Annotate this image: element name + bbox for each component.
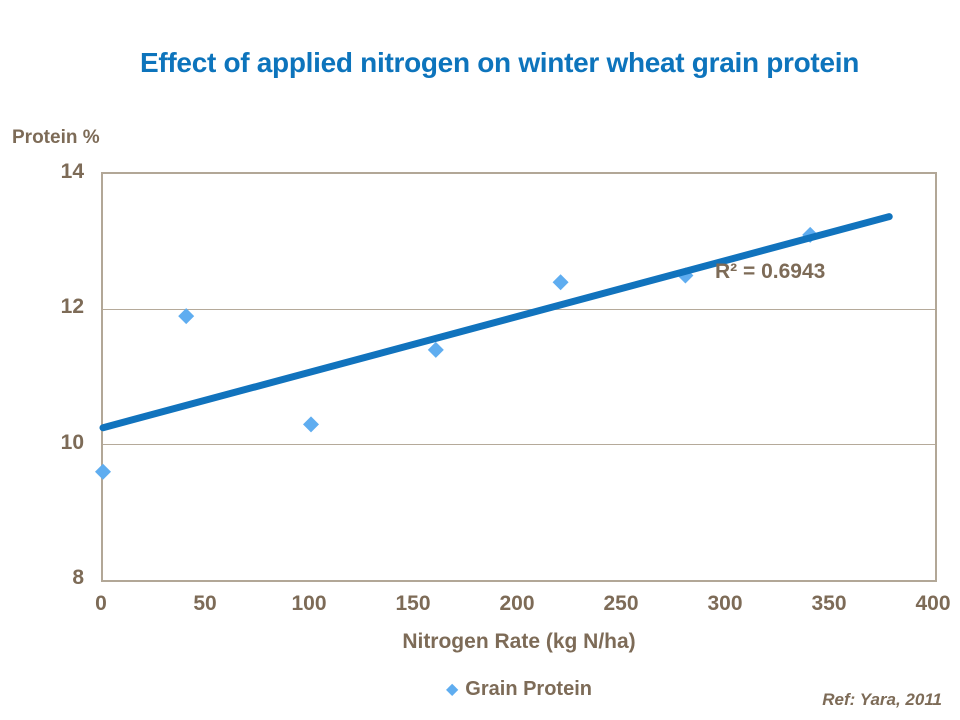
x-tick-label-200: 200 <box>499 592 535 615</box>
trendline <box>99 213 893 432</box>
data-point-diamond <box>552 274 569 291</box>
chart-title: Effect of applied nitrogen on winter whe… <box>140 47 860 78</box>
x-tick-label-150: 150 <box>395 592 431 615</box>
y-tick-label-14: 14 <box>60 160 84 183</box>
x-tick-label-50: 50 <box>193 592 217 615</box>
data-point-diamond <box>95 463 111 480</box>
data-point-diamond <box>303 416 319 433</box>
reference-note: Ref: Yara, 2011 <box>822 690 942 709</box>
x-tick-label-400: 400 <box>915 592 951 615</box>
x-tick-label-100: 100 <box>291 592 327 615</box>
x-tick-label-0: 0 <box>95 592 107 615</box>
x-tick-label-250: 250 <box>603 592 639 615</box>
y-tick-label-10: 10 <box>60 430 84 454</box>
y-axis-title: Protein % <box>12 127 100 148</box>
y-tick-label-8: 8 <box>72 566 84 589</box>
gridline-y-10 <box>103 444 935 446</box>
y-tick-label-12: 12 <box>60 295 84 319</box>
r-squared-annotation: R² = 0.6943 <box>715 260 826 283</box>
scatter-plot <box>95 213 893 480</box>
legend: ◆ Grain Protein <box>101 678 937 701</box>
x-axis-title: Nitrogen Rate (kg N/ha) <box>402 630 636 653</box>
data-point-diamond <box>178 308 195 325</box>
gridline-y-12 <box>103 308 935 310</box>
data-point-diamond <box>427 341 444 358</box>
plot-area: R² = 0.6943 <box>95 172 937 582</box>
legend-label: Grain Protein <box>465 678 592 700</box>
legend-diamond-icon: ◆ <box>445 680 459 698</box>
x-tick-label-350: 350 <box>811 592 847 615</box>
x-tick-label-300: 300 <box>707 592 743 615</box>
